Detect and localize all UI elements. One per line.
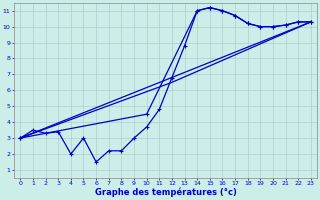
X-axis label: Graphe des températures (°c): Graphe des températures (°c) [95, 188, 236, 197]
